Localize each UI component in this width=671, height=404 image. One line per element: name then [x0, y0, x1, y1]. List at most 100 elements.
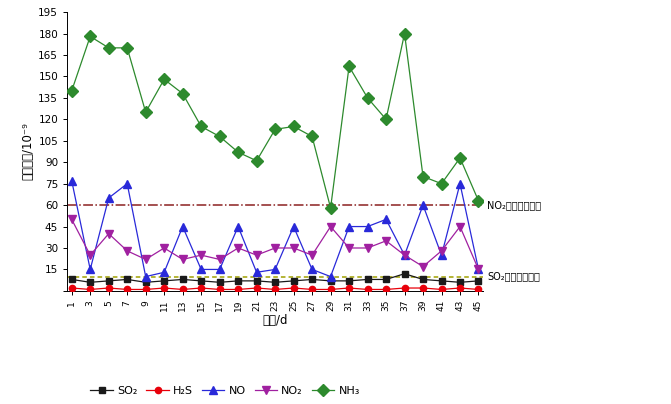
NO — [142, 274, 150, 279]
NO — [160, 270, 168, 275]
SO₂ — [68, 277, 76, 282]
NH₃ — [215, 134, 223, 139]
H₂S — [197, 286, 205, 290]
SO₂ — [419, 277, 427, 282]
NH₃ — [123, 45, 132, 50]
NH₃ — [437, 181, 446, 186]
H₂S — [290, 286, 298, 290]
SO₂ — [345, 278, 353, 283]
H₂S — [178, 287, 187, 292]
SO₂ — [160, 278, 168, 283]
NH₃ — [105, 45, 113, 50]
NO — [215, 267, 223, 272]
NH₃ — [382, 117, 390, 122]
NH₃ — [197, 124, 205, 129]
H₂S — [252, 286, 260, 290]
Line: H₂S: H₂S — [68, 285, 482, 292]
NO — [474, 267, 482, 272]
Line: SO₂: SO₂ — [68, 271, 482, 286]
H₂S — [327, 287, 335, 292]
SO₂ — [271, 280, 279, 285]
SO₂ — [474, 278, 482, 283]
NO₂ — [252, 253, 260, 258]
NO₂ — [419, 264, 427, 269]
NO — [364, 224, 372, 229]
NO₂ — [290, 246, 298, 250]
SO₂ — [178, 277, 187, 282]
NO — [290, 224, 298, 229]
H₂S — [437, 287, 446, 292]
Legend: SO₂, H₂S, NO, NO₂, NH₃: SO₂, H₂S, NO, NO₂, NH₃ — [91, 386, 360, 396]
NH₃ — [474, 198, 482, 203]
NO — [234, 224, 242, 229]
H₂S — [105, 286, 113, 290]
X-axis label: 时间/d: 时间/d — [262, 314, 288, 327]
H₂S — [382, 287, 390, 292]
SO₂ — [290, 278, 298, 283]
NO — [178, 224, 187, 229]
NH₃ — [178, 91, 187, 96]
NO₂ — [68, 217, 76, 222]
NH₃ — [86, 34, 94, 39]
SO₂ — [215, 280, 223, 285]
NO — [252, 270, 260, 275]
Line: NO₂: NO₂ — [68, 216, 482, 273]
H₂S — [234, 287, 242, 292]
H₂S — [456, 286, 464, 290]
SO₂ — [308, 277, 316, 282]
NH₃ — [68, 88, 76, 93]
NH₃ — [364, 95, 372, 100]
H₂S — [345, 286, 353, 290]
NO₂ — [234, 246, 242, 250]
NO — [456, 181, 464, 186]
Text: SO₂室外月平均値: SO₂室外月平均値 — [487, 271, 540, 282]
NH₃ — [271, 127, 279, 132]
Y-axis label: 体积分数/10⁻⁹: 体积分数/10⁻⁹ — [21, 122, 34, 181]
SO₂ — [123, 277, 132, 282]
NO — [437, 253, 446, 258]
NO₂ — [327, 224, 335, 229]
H₂S — [160, 286, 168, 290]
SO₂ — [327, 278, 335, 283]
SO₂ — [105, 278, 113, 283]
NH₃ — [252, 158, 260, 163]
SO₂ — [437, 278, 446, 283]
H₂S — [142, 287, 150, 292]
NO — [327, 274, 335, 279]
SO₂ — [234, 278, 242, 283]
NO₂ — [123, 248, 132, 253]
NO — [197, 267, 205, 272]
NH₃ — [160, 77, 168, 82]
SO₂ — [382, 277, 390, 282]
NO — [271, 267, 279, 272]
NH₃ — [401, 31, 409, 36]
H₂S — [271, 287, 279, 292]
SO₂ — [456, 280, 464, 285]
NO₂ — [271, 246, 279, 250]
NO₂ — [364, 246, 372, 250]
H₂S — [364, 287, 372, 292]
NH₃ — [327, 206, 335, 210]
H₂S — [308, 287, 316, 292]
NO — [123, 181, 132, 186]
NH₃ — [456, 156, 464, 160]
H₂S — [68, 286, 76, 290]
SO₂ — [401, 271, 409, 276]
NO₂ — [437, 248, 446, 253]
NO₂ — [160, 246, 168, 250]
NH₃ — [290, 124, 298, 129]
NO — [105, 196, 113, 200]
NO₂ — [474, 267, 482, 272]
NH₃ — [142, 110, 150, 115]
SO₂ — [86, 280, 94, 285]
NO — [345, 224, 353, 229]
NH₃ — [308, 134, 316, 139]
NO — [382, 217, 390, 222]
NO₂ — [105, 231, 113, 236]
NO — [401, 253, 409, 258]
NO₂ — [345, 246, 353, 250]
Line: NH₃: NH₃ — [67, 29, 483, 213]
H₂S — [474, 287, 482, 292]
NO₂ — [142, 257, 150, 262]
NO₂ — [86, 253, 94, 258]
